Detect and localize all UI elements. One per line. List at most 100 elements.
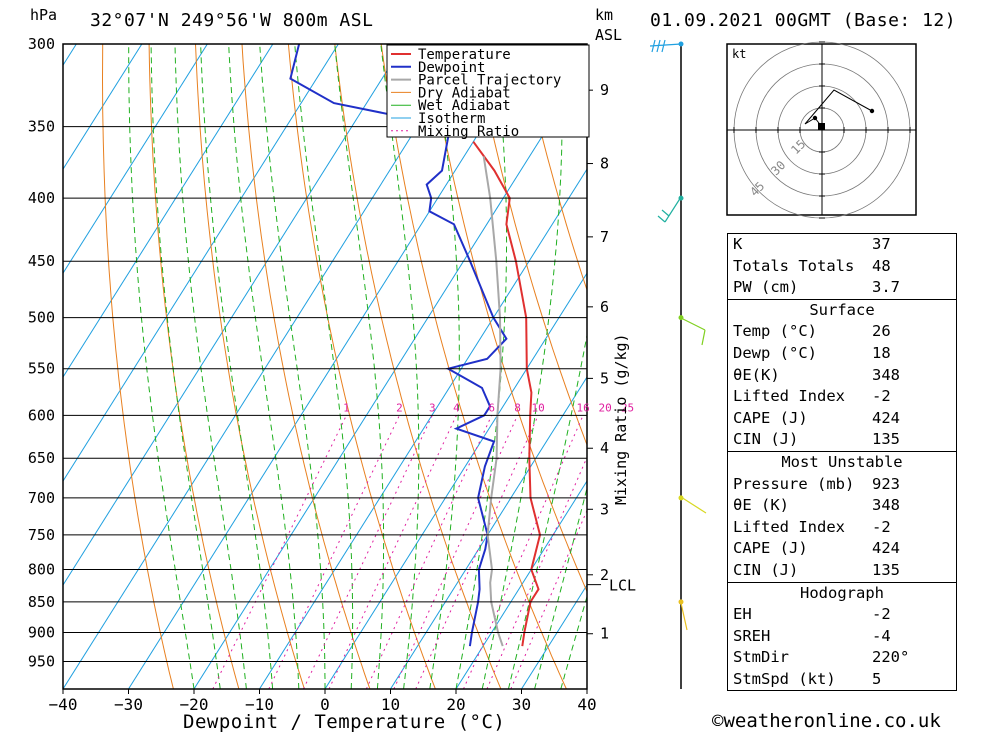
isotherm-line — [63, 44, 143, 171]
legend-entry: Dry Adiabat — [418, 85, 511, 101]
stats-row: EH -2 — [728, 604, 956, 626]
pressure-tick-label: 600 — [28, 406, 55, 424]
stats-row-label: CIN (J) — [733, 560, 799, 579]
legend-entry: Parcel Trajectory — [418, 73, 561, 89]
pressure-tick-label: 650 — [28, 449, 55, 467]
legend-entry: Dewpoint — [418, 60, 485, 76]
stats-row-label: StmDir — [733, 648, 789, 667]
stats-row: θE (K) 348 — [728, 495, 956, 517]
isotherm-line — [63, 44, 405, 586]
stats-row: StmSpd (kt) 5 — [728, 669, 956, 691]
stats-section-title: Hodograph — [800, 583, 884, 602]
stats-row: Pressure (mb) 923 — [728, 474, 956, 496]
legend-entry: Isotherm — [418, 111, 485, 127]
stats-row-label: Lifted Index — [733, 387, 845, 406]
stats-row: θE(K) 348 — [728, 365, 956, 387]
stats-row-label: CAPE (J) — [733, 408, 808, 427]
stats-row: CIN (J) 135 — [728, 429, 956, 451]
x-tick-label: −20 — [180, 695, 209, 714]
dry-adiabat-line — [334, 44, 502, 689]
asl-unit-label: ASL — [595, 26, 623, 44]
mixing-ratio-label: 3 — [429, 401, 436, 414]
wet-adiabat-line — [128, 44, 195, 689]
km-unit-label: km — [595, 6, 614, 24]
mixing-ratio-line — [463, 415, 584, 689]
stats-row-value: 424 — [872, 539, 900, 558]
stats-row: SREH -4 — [728, 626, 956, 648]
stats-row: PW (cm) 3.7 — [728, 277, 956, 299]
stats-section-hodograph: Hodograph EH -2 SREH -4 StmDir 220° StmSpd (kt)… — [728, 581, 956, 691]
km-tick-label: 7 — [600, 228, 609, 246]
parcel-trajectory-line — [482, 156, 504, 647]
stats-row-value: 348 — [872, 365, 900, 384]
dewpoint-line — [289, 44, 508, 647]
isotherm-line — [63, 44, 274, 379]
km-tick-label: 2 — [600, 566, 609, 584]
mixing-ratio-label: 4 — [453, 401, 460, 414]
location-title: 32°07'N 249°56'W 800m ASL — [90, 10, 374, 31]
lcl-label: LCL — [609, 577, 636, 595]
dry-adiabat-line — [473, 44, 587, 447]
stats-row-label: SREH — [733, 626, 771, 645]
mixing-ratio-label: 2 — [396, 401, 403, 414]
pressure-tick-label: 950 — [28, 653, 55, 671]
mixing-ratio-label: 10 — [532, 401, 545, 414]
stats-row-label: Temp (°C) — [733, 322, 817, 341]
km-tick-label: 5 — [600, 369, 609, 387]
stats-section-title: Surface — [809, 300, 875, 319]
plot-frame — [62, 43, 588, 690]
mixing-ratio-line — [268, 415, 400, 689]
stats-row-value: 37 — [872, 235, 891, 253]
x-tick-label: −10 — [245, 695, 274, 714]
hodograph-trace — [804, 89, 873, 128]
km-tick-label: 4 — [600, 439, 609, 457]
pressure-tick-label: 900 — [28, 624, 55, 642]
stats-table: K 37 Totals Totals 48 PW (cm) 3.7 Surface Temp … — [727, 233, 957, 692]
isotherm-line — [258, 168, 587, 689]
legend-entry: Wet Adiabat — [418, 98, 511, 114]
copyright-text: ©weatheronline.co.uk — [712, 710, 941, 732]
mixing-ratio-label: 25 — [621, 401, 634, 414]
stats-row-value: 48 — [872, 256, 891, 275]
stats-section-surface: Surface Temp (°C) 26 Dewp (°C) 18 θE(K) 348 Lif… — [728, 298, 956, 451]
stats-row-label: θE (K) — [733, 496, 789, 515]
pressure-tick-label: 550 — [28, 360, 55, 378]
legend-entry: Temperature — [418, 47, 511, 63]
dry-adiabat-line — [968, 7, 1000, 715]
stats-row-value: 923 — [872, 474, 900, 493]
stats-row-label: CAPE (J) — [733, 539, 808, 558]
mixing-ratio-label: 6 — [488, 401, 495, 414]
x-tick-label: 0 — [320, 695, 330, 714]
wet-adiabat-line — [507, 332, 587, 689]
x-tick-label: 40 — [577, 695, 596, 714]
stats-row-label: K — [733, 235, 743, 253]
hodograph-point — [812, 115, 818, 121]
mixing-ratio-line — [393, 415, 519, 689]
dry-adiabat-line — [101, 44, 174, 689]
mixing-ratio-label: 1 — [343, 401, 350, 414]
pressure-unit-label: hPa — [30, 6, 58, 24]
wet-adiabat-line — [534, 486, 587, 689]
stats-section-most-unstable: Most Unstable Pressure (mb) 923 θE (K) 348 Li… — [728, 450, 956, 582]
hodograph-point — [869, 108, 875, 114]
stats-row: CAPE (J) 424 — [728, 538, 956, 560]
pressure-tick-label: 450 — [28, 252, 55, 270]
dry-adiabat-line — [427, 44, 587, 593]
legend-box — [386, 44, 590, 138]
dry-adiabat-line — [287, 44, 436, 689]
mixing-ratio-line — [486, 456, 587, 689]
x-axis-label: Dewpoint / Temperature (°C) — [183, 711, 506, 733]
wind-barb-icon — [680, 602, 688, 631]
wind-barb-icon — [680, 317, 706, 346]
mixing-ratio-line — [303, 415, 433, 689]
wind-barb-icon — [649, 39, 682, 53]
pressure-tick-label: 700 — [28, 489, 55, 507]
stats-row: CIN (J) 135 — [728, 560, 956, 582]
stats-row-value: 26 — [872, 322, 891, 341]
wet-adiabat-line — [560, 594, 587, 689]
stats-section-indices: K 37 Totals Totals 48 PW (cm) 3.7 — [728, 234, 956, 299]
pressure-tick-label: 300 — [28, 35, 55, 53]
stats-row-value: 3.7 — [872, 278, 900, 297]
stats-row-value: 135 — [872, 560, 900, 579]
